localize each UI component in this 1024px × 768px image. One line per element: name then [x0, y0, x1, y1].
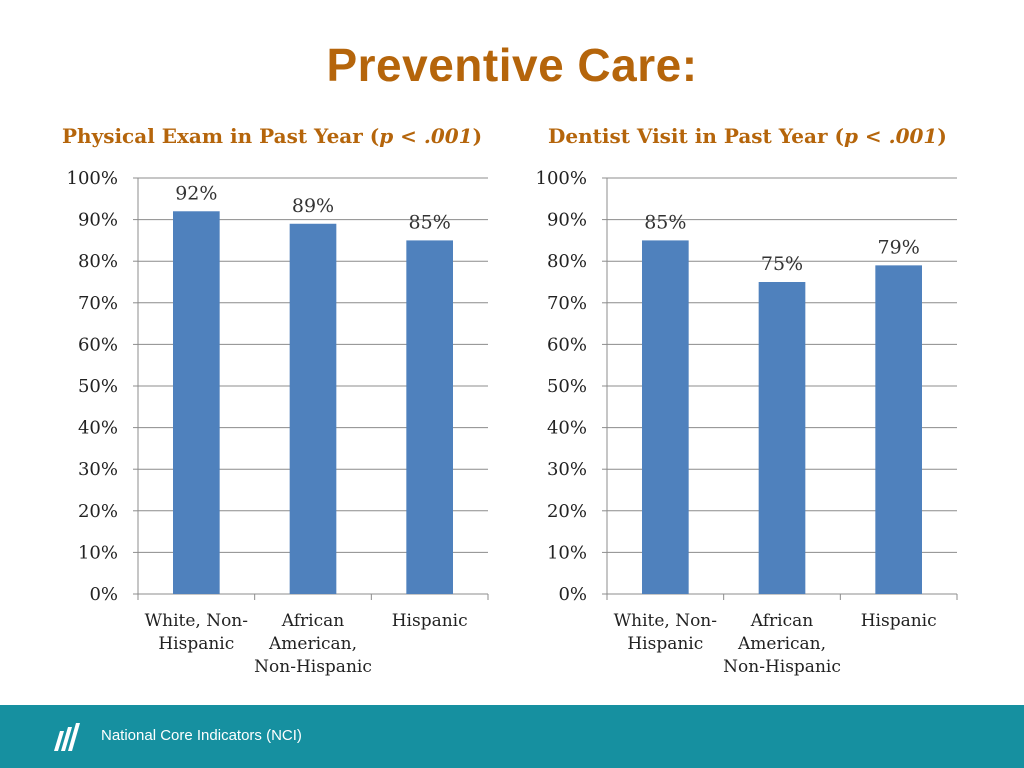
chart-title-dentist-visit: Dentist Visit in Past Year (p < .001): [548, 124, 947, 148]
y-tick-label: 20%: [547, 501, 587, 522]
y-tick-label: 90%: [547, 210, 587, 231]
x-tick-label: Hispanic: [392, 611, 468, 631]
data-label: 79%: [878, 236, 920, 258]
y-tick-label: 30%: [547, 459, 587, 480]
y-tick-label: 70%: [547, 293, 587, 314]
y-tick-label: 40%: [547, 418, 587, 439]
x-tick-label-line: American,: [268, 634, 357, 654]
x-tick-label-line: Non-Hispanic: [254, 657, 372, 677]
y-tick-label: 60%: [547, 334, 587, 355]
chart-title-physical-exam: Physical Exam in Past Year (p < .001): [62, 124, 482, 148]
dentist-visit-chart: 0% 10% 20% 30% 40% 50% 60% 70% 80% 90% 100% 85% Whit…: [536, 168, 958, 677]
x-tick-label: African American, Non-Hispanic: [723, 611, 841, 677]
bar: [406, 240, 453, 594]
y-tick-label: 70%: [78, 293, 118, 314]
data-label: 89%: [292, 195, 334, 217]
slide-title: Preventive Care:: [326, 39, 698, 91]
y-tick-label: 10%: [547, 542, 587, 563]
y-tick-label: 100%: [536, 168, 587, 189]
chart-title-p-value: p < .001: [843, 124, 938, 148]
footer-text: National Core Indicators (NCI): [101, 727, 302, 744]
data-label: 85%: [644, 211, 686, 233]
y-tick-label: 40%: [78, 418, 118, 439]
y-tick-label: 0%: [558, 584, 587, 605]
x-tick-label-line: White, Non-: [614, 611, 717, 631]
bar: [875, 265, 922, 594]
bar: [289, 223, 337, 594]
y-tick-label: 90%: [78, 210, 118, 231]
y-tick-label: 60%: [78, 334, 118, 355]
y-tick-label: 10%: [78, 542, 118, 563]
chart-title-main: Physical Exam in Past Year (: [62, 124, 380, 148]
x-tick-label-line: Hispanic: [392, 611, 468, 631]
y-tick-label: 20%: [78, 501, 118, 522]
x-tick-label-line: Hispanic: [158, 634, 234, 654]
y-tick-label: 0%: [89, 584, 118, 605]
y-tick-label: 30%: [78, 459, 118, 480]
chart-title-main: Dentist Visit in Past Year (: [548, 124, 844, 148]
chart-title-p-value: p < .001: [379, 124, 473, 148]
y-tick-label: 80%: [547, 251, 587, 272]
data-label: 85%: [409, 211, 451, 233]
chart-title-end: ): [472, 124, 483, 148]
x-tick-label-line: Non-Hispanic: [723, 657, 841, 677]
y-tick-label: 50%: [78, 376, 118, 397]
y-tick-label: 50%: [547, 376, 587, 397]
chart-title-end: ): [937, 124, 947, 148]
x-tick-label-line: Hispanic: [861, 611, 937, 631]
footer-bar: National Core Indicators (NCI): [0, 705, 1024, 768]
data-label: 75%: [761, 253, 803, 275]
x-tick-label-line: Hispanic: [627, 634, 703, 654]
x-tick-label-line: African: [750, 611, 813, 631]
bar: [758, 282, 806, 594]
x-tick-label: White, Non- Hispanic: [145, 611, 248, 654]
x-tick-label-line: White, Non-: [145, 611, 248, 631]
data-label: 92%: [175, 182, 217, 204]
x-tick-label: African American, Non-Hispanic: [254, 611, 372, 677]
bar: [642, 240, 689, 594]
x-tick-label: White, Non- Hispanic: [614, 611, 717, 654]
y-tick-label: 100%: [67, 168, 118, 189]
bar: [173, 211, 220, 594]
physical-exam-chart: 0% 10% 20% 30% 40% 50% 60% 70% 80% 90% 100% 92% Whit…: [67, 168, 489, 677]
x-tick-label: Hispanic: [861, 611, 937, 631]
x-tick-label-line: American,: [737, 634, 826, 654]
y-tick-label: 80%: [78, 251, 118, 272]
nci-logo-icon: [54, 723, 80, 751]
x-tick-label-line: African: [281, 611, 344, 631]
